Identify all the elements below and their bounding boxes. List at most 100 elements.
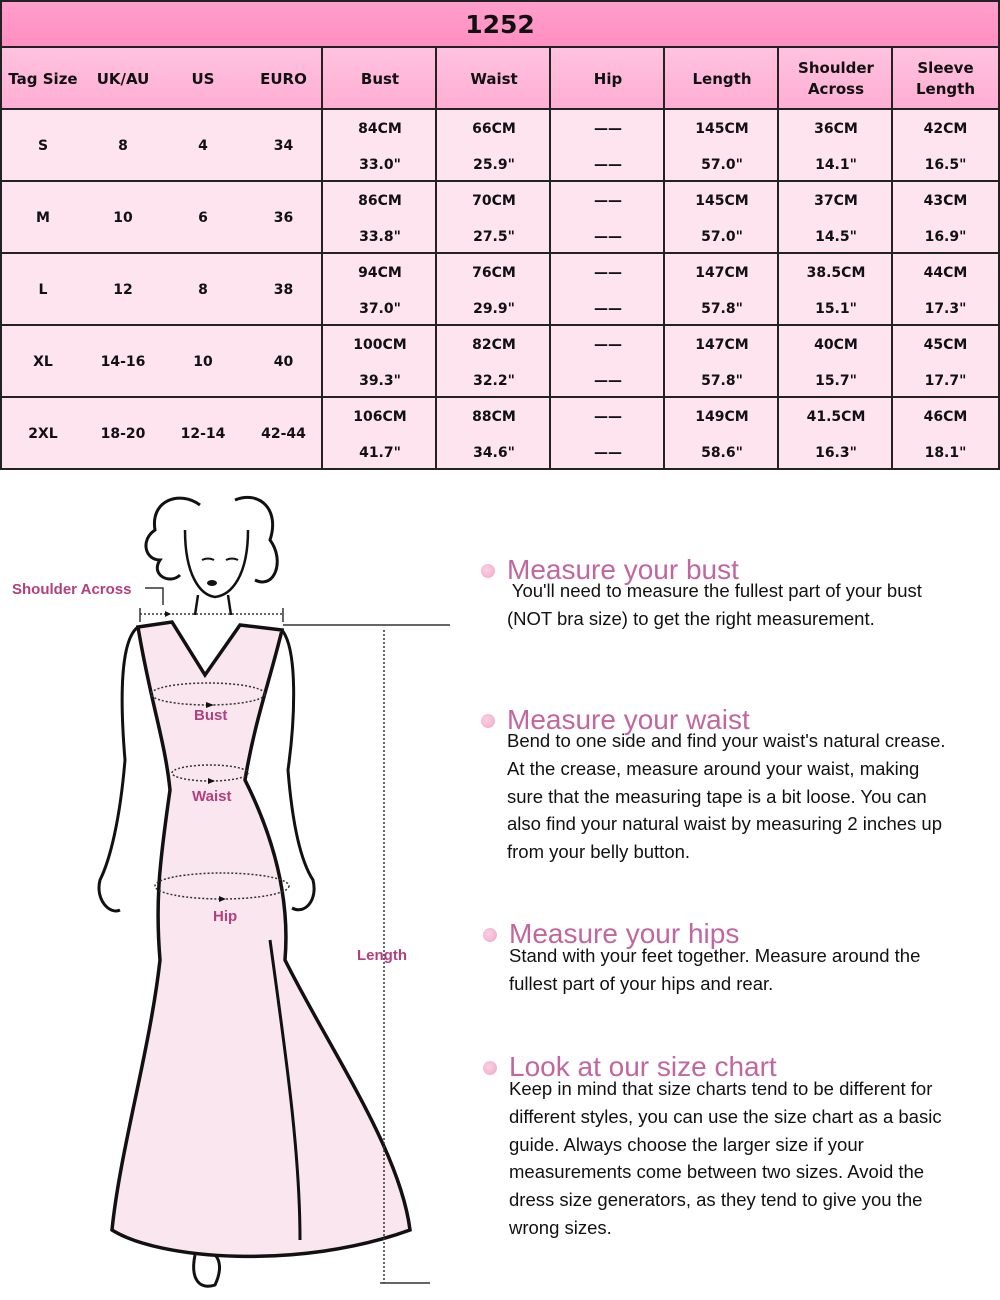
cell-tag: 2XL [28,426,58,442]
bullet-icon [481,714,495,728]
column-divider [891,46,893,470]
body-line: wrong sizes. [509,1216,612,1238]
cell-waist-cm: 70CM [472,193,516,209]
body-line: Stand with your feet together. Measure a… [509,945,921,966]
body-line: dress size generators, as they tend to g… [509,1189,923,1211]
label-waist: Waist [192,788,231,805]
cell-sleeve-cm: 42CM [923,121,968,137]
cell-waist-cm: 82CM [472,337,516,353]
table-row [2,398,998,468]
body-line: You'll need to measure the fullest part … [507,580,922,601]
label-length: Length [357,947,407,964]
cell-hip-inch: —— [594,301,622,317]
body-line: different styles, you can use the size c… [509,1105,942,1127]
cell-hip-inch: —— [594,445,622,461]
body-line: measurements come between two sizes. Avo… [509,1161,925,1183]
cell-bust-inch: 37.0" [359,301,401,317]
cell-us: 12-14 [180,426,226,442]
section-body: Bend to one side and find your waist's n… [507,727,1000,866]
cell-bust-inch: 41.7" [359,445,401,461]
cell-length-cm: 147CM [695,337,749,353]
cell-sleeve-cm: 46CM [923,409,968,425]
body-line: (NOT bra size) to get the right measurem… [507,607,875,629]
cell-shoulder-inch: 14.5" [815,229,857,245]
cell-bust-cm: 100CM [353,337,407,353]
cell-shoulder-cm: 36CM [814,121,858,137]
cell-hip-cm: —— [594,337,622,353]
table-row [2,254,998,324]
cell-sleeve-inch: 18.1" [924,445,967,461]
section-heading: Measure your bust [507,554,739,585]
label-hip: Hip [213,908,237,925]
cell-shoulder-inch: 15.1" [815,301,857,317]
size-chart-table: 1252 Tag Size UK/AU US EURO Bust Waist Hip Leng… [0,0,1000,470]
column-header: Length [692,69,752,88]
column-header: Sleeve Length [916,59,975,98]
cell-euro: 36 [273,210,294,226]
cell-sleeve-cm: 45CM [923,337,968,353]
column-divider [549,46,551,470]
dress-outline [110,620,412,1259]
cell-us: 4 [198,138,208,154]
body-line: Bend to one side and find your waist's n… [507,730,946,751]
cell-euro: 40 [273,354,294,370]
cell-waist-cm: 88CM [472,409,516,425]
cell-bust-inch: 33.8" [359,229,401,245]
cell-waist-cm: 76CM [472,265,516,281]
cell-bust-cm: 106CM [353,409,407,425]
face-outline [183,529,250,599]
cell-sleeve-inch: 16.9" [924,229,967,245]
row-divider [2,180,998,182]
cell-euro: 34 [273,138,294,154]
cell-hip-cm: —— [594,121,622,137]
cell-uk: 8 [118,138,128,154]
cell-euro: 42-44 [261,426,306,442]
body-line: sure that the measuring tape is a bit lo… [507,785,927,807]
column-header: Waist [470,69,518,88]
header-divider [2,108,998,110]
cell-tag: XL [33,354,53,370]
cell-uk: 12 [113,282,133,298]
cell-uk: 14-16 [100,354,146,370]
column-header: UK/AU [96,69,150,88]
body-line: fullest part of your hips and rear. [509,972,774,994]
cell-sleeve-inch: 17.3" [924,301,967,317]
cell-sleeve-inch: 16.5" [924,157,967,173]
cell-waist-inch: 34.6" [473,445,515,461]
cell-hip-cm: —— [594,193,622,209]
cell-length-inch: 57.0" [701,229,743,245]
row-divider [2,252,998,254]
cell-hip-inch: —— [594,229,622,245]
column-header: EURO [260,69,307,88]
body-line: Keep in mind that size charts tend to be… [509,1078,933,1099]
column-header: Tag Size [8,69,78,88]
cell-bust-inch: 33.0" [359,157,401,173]
cell-sleeve-cm: 44CM [923,265,968,281]
cell-waist-inch: 25.9" [473,157,515,173]
cell-us: 10 [193,354,213,370]
cell-length-inch: 57.0" [701,157,743,173]
cell-us: 8 [198,282,208,298]
arm-right [280,629,316,912]
cell-sleeve-inch: 17.7" [924,373,967,389]
cell-hip-cm: —— [594,265,622,281]
cell-tag: L [38,282,48,298]
column-divider [663,46,665,470]
body-line: At the crease, measure around your waist… [507,757,920,779]
cell-shoulder-inch: 15.7" [815,373,857,389]
body-line: also find your natural waist by measurin… [507,813,942,835]
cell-hip-inch: —— [594,157,622,173]
column-header: Bust [360,69,400,88]
column-divider [435,46,437,470]
column-divider [321,46,323,470]
column-divider [777,46,779,470]
cell-length-cm: 147CM [695,265,749,281]
arm-left [97,625,140,913]
row-divider [2,324,998,326]
column-header: US [191,69,215,88]
label-bust: Bust [194,707,227,724]
cell-waist-cm: 66CM [472,121,516,137]
cell-length-cm: 145CM [695,121,749,137]
cell-hip-cm: —— [594,409,622,425]
column-header: Hip [593,69,623,88]
